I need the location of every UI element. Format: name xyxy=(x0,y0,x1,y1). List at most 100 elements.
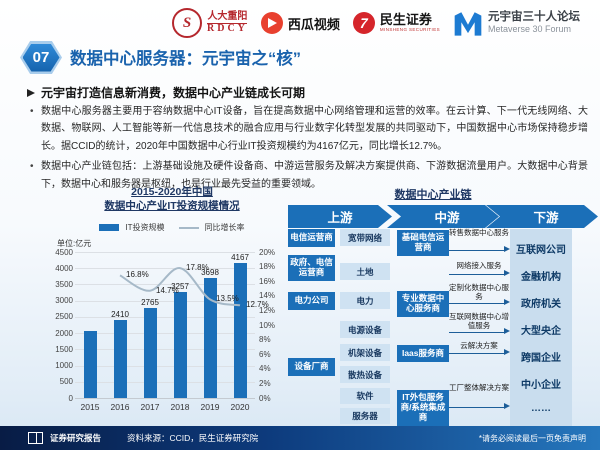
upstream-box-telecom-operator: 电信运营商 xyxy=(288,229,335,247)
chart-title-line1: 2015-2020年中国 xyxy=(131,186,213,198)
left-axis-tick: 500 xyxy=(59,377,73,387)
left-axis-tick: 2000 xyxy=(55,328,73,338)
gridline xyxy=(75,284,255,286)
resource-box-cooling-equipment: 散热设备 xyxy=(340,366,390,383)
bar-2016 xyxy=(113,319,127,398)
stage-upstream: 上游 xyxy=(288,205,392,228)
x-axis-label: 2015 xyxy=(80,402,100,412)
right-axis-tick: 14% xyxy=(259,291,276,301)
bar-2018 xyxy=(173,292,187,398)
chain-title: 数据中心产业链 xyxy=(394,189,472,201)
right-axis-tick: 4% xyxy=(259,364,271,374)
gridline xyxy=(75,398,255,399)
gridline xyxy=(75,268,255,270)
left-axis-tick: 3000 xyxy=(55,296,73,306)
report-book-icon xyxy=(28,432,43,444)
bar-value-label: 3698 xyxy=(201,268,219,278)
minsheng-logo: 7 民生证券 MINSHENG SECURITIES xyxy=(352,12,440,34)
x-axis-label: 2017 xyxy=(140,402,160,412)
bar-value-label: 2765 xyxy=(141,298,159,308)
service-custom-idc: 定制化数据中心服务 xyxy=(449,283,509,301)
resource-box-rack-equipment: 机架设备 xyxy=(340,344,390,361)
resource-box-land: 土地 xyxy=(340,263,390,280)
arrow-custom-idc xyxy=(449,299,510,306)
resource-box-server: 服务器 xyxy=(340,408,390,424)
midstream-box-it-outsourcing: IT外包服务商/系统集成商 xyxy=(397,390,449,426)
bar-2017 xyxy=(143,308,157,398)
minsheng-name: 民生证券 xyxy=(379,12,432,28)
it-investment-chart: 2015-2020年中国 数据中心产业IT投资规模情况 IT投资规模 同比增长率… xyxy=(55,186,287,444)
bar-value-label: 3257 xyxy=(171,282,189,292)
arrow-idc-value-added xyxy=(449,328,510,335)
gridline xyxy=(75,316,255,318)
right-axis-tick: 16% xyxy=(259,276,276,286)
customer-internet: 互联网公司 xyxy=(516,245,566,256)
resource-box-electricity: 电力 xyxy=(340,292,390,309)
chart-plot-area: 0 500 1000 1500 2000 2500 3000 3500 4000 4500 0% 2%… xyxy=(55,248,275,413)
right-axis-tick: 20% xyxy=(259,247,276,257)
left-axis-tick: 4000 xyxy=(55,263,73,273)
rdcy-name-en: RDCY xyxy=(207,23,248,34)
upstream-box-equipment-vendor: 设备厂商 xyxy=(288,358,335,376)
upstream-box-power-company: 电力公司 xyxy=(288,292,335,310)
section-heading: 元宇宙打造信息新消费，数据中心产业链成长可期 xyxy=(27,84,305,101)
bar-value-label: 4167 xyxy=(231,252,249,262)
header-logos: S 人大重阳 RDCY 西瓜视频 7 民生证券 MINSHENG SECURIT… xyxy=(172,7,580,39)
right-axis-tick: 6% xyxy=(259,349,271,359)
right-axis-tick: 8% xyxy=(259,335,271,345)
metaverse-name-cn: 元宇宙三十人论坛 xyxy=(488,11,581,24)
stage-downstream: 下游 xyxy=(486,205,598,228)
right-axis-tick: 18% xyxy=(259,262,276,272)
chart-title-line2: 数据中心产业IT投资规模情况 xyxy=(104,199,240,212)
line-value-label: 12.7% xyxy=(246,300,269,310)
upstream-box-gov-telecom: 政府、电信运营商 xyxy=(288,255,335,281)
customer-soe: 大型央企 xyxy=(521,326,561,337)
right-axis-tick: 2% xyxy=(259,378,271,388)
left-axis-tick: 3500 xyxy=(55,279,73,289)
customer-sme: 中小企业 xyxy=(521,380,561,391)
chart-legend: IT投资规模 同比增长率 xyxy=(57,222,287,233)
line-value-label: 13.5% xyxy=(216,294,239,304)
metaverse-name-en: Metaverse 30 Forum xyxy=(488,24,572,35)
arrow-factory-solution xyxy=(449,403,510,410)
x-axis-label: 2016 xyxy=(110,402,130,412)
section-heading-text: 元宇宙打造信息新消费，数据中心产业链成长可期 xyxy=(41,86,306,100)
gridline xyxy=(75,333,255,335)
resource-box-broadband: 宽带网络 xyxy=(340,229,390,246)
rdcy-name-cn: 人大重阳 xyxy=(207,11,248,24)
rdcy-seal-icon: S xyxy=(172,8,202,38)
customer-multinational: 跨国企业 xyxy=(521,353,561,364)
disclaimer: *请务必阅读最后一页免责声明 xyxy=(478,433,586,443)
arrow-resale-idc xyxy=(449,246,510,253)
service-idc-value-added: 互联网数据中心增值服务 xyxy=(449,312,509,330)
xigua-logo: 西瓜视频 xyxy=(260,12,340,34)
data-source: 资料来源：CCID，民生证券研究院 xyxy=(127,433,259,443)
left-axis-tick: 2500 xyxy=(55,312,73,322)
service-network-access: 网络接入服务 xyxy=(456,261,502,270)
bar-2015 xyxy=(83,331,97,398)
customer-government: 政府机关 xyxy=(521,299,561,310)
minsheng-swoosh-icon: 7 xyxy=(352,12,375,34)
gridline xyxy=(75,300,255,302)
downstream-customers-box: 互联网公司 金融机构 政府机关 大型央企 跨国企业 中小企业 …… xyxy=(510,229,572,426)
service-resale-idc: 转售数据中心服务 xyxy=(449,228,509,237)
right-axis-tick: 10% xyxy=(259,320,276,330)
midstream-box-basic-telecom: 基础电信运营商 xyxy=(397,230,449,256)
page-title: 数据中心服务器：元宇宙之“核” xyxy=(70,50,301,68)
summary-bullet-2: 数据中心产业链包括：上游基础设施及硬件设备商、中游运营服务及解决方案提供商、下游… xyxy=(30,158,588,193)
metaverse-m-icon xyxy=(454,11,482,36)
legend-line-swatch xyxy=(178,226,199,229)
metaverse-forum-logo: 元宇宙三十人论坛 Metaverse 30 Forum xyxy=(453,10,580,37)
page-number-badge: 07 xyxy=(20,41,62,74)
gridline xyxy=(75,349,255,351)
footer-bar: 证券研究报告 资料来源：CCID，民生证券研究院 *请务必阅读最后一页免责声明 xyxy=(0,426,600,450)
line-value-label: 17.8% xyxy=(186,263,209,273)
service-cloud-solution: 云解决方案 xyxy=(460,341,498,350)
xigua-name: 西瓜视频 xyxy=(287,16,340,32)
bar-value-label: 2410 xyxy=(111,309,129,319)
line-value-label: 16.8% xyxy=(126,270,149,280)
x-axis-label: 2018 xyxy=(170,402,190,412)
left-axis-tick: 0 xyxy=(68,393,73,403)
gridline xyxy=(75,365,255,367)
